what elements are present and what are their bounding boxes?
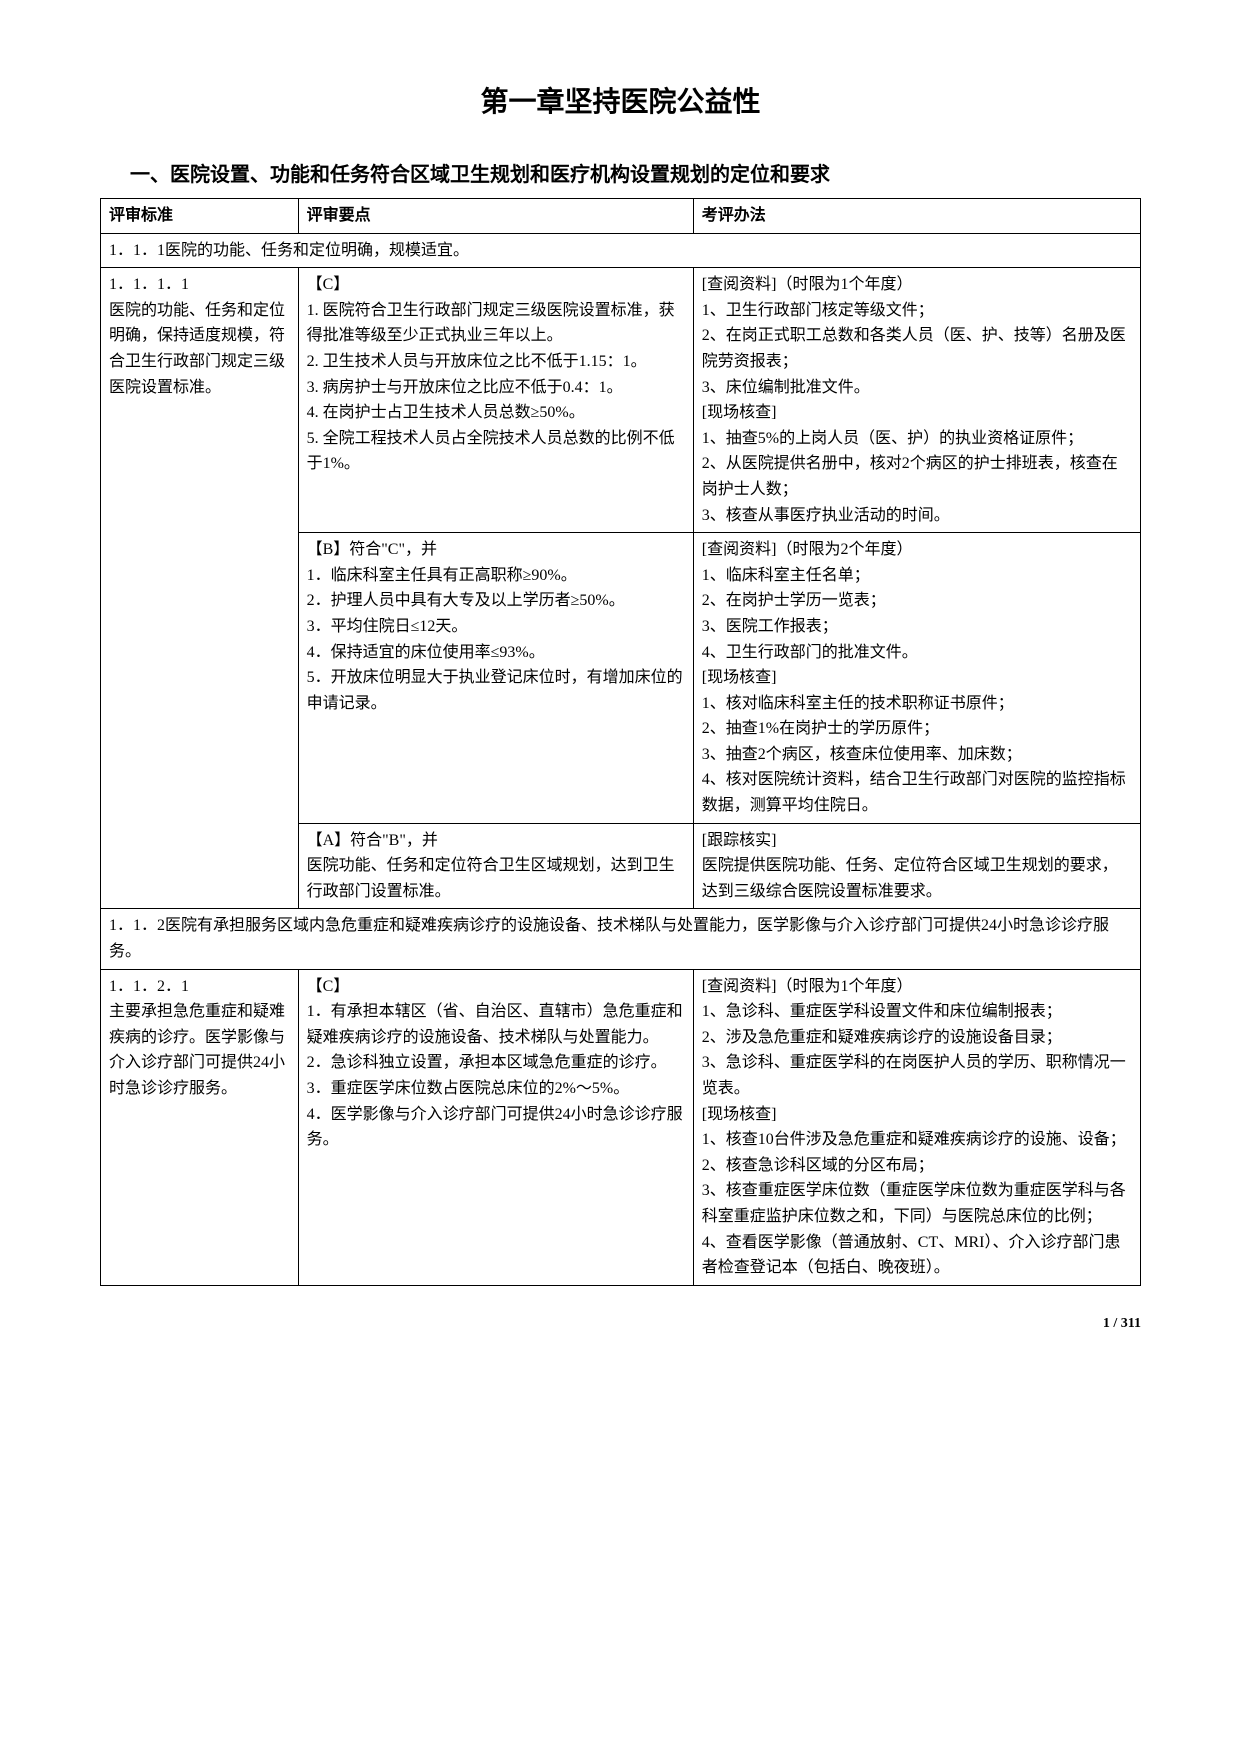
- header-method: 考评办法: [693, 199, 1140, 234]
- header-standard: 评审标准: [101, 199, 299, 234]
- eval-c-cell: [查阅资料]（时限为1个年度） 1、急诊科、重症医学科设置文件和床位编制报表； …: [693, 969, 1140, 1285]
- eval-c-cell: [查阅资料]（时限为1个年度） 1、卫生行政部门核定等级文件； 2、在岗正式职工…: [693, 268, 1140, 533]
- table-row: 1．1．1．1 医院的功能、任务和定位明确，保持适度规模，符合卫生行政部门规定三…: [101, 268, 1141, 533]
- points-a-cell: 【A】符合"B"，并 医院功能、任务和定位符合卫生区域规划，达到卫生行政部门设置…: [298, 823, 693, 909]
- section-title: 一、医院设置、功能和任务符合区域卫生规划和医疗机构设置规划的定位和要求: [130, 160, 1141, 190]
- table-header-row: 评审标准 评审要点 考评办法: [101, 199, 1141, 234]
- points-c-cell: 【C】 1. 医院符合卫生行政部门规定三级医院设置标准，获得批准等级至少正式执业…: [298, 268, 693, 533]
- subsection-1-1-2: 1．1．2医院有承担服务区域内急危重症和疑难疾病诊疗的设施设备、技术梯队与处置能…: [101, 909, 1141, 969]
- subsection-row: 1．1．1医院的功能、任务和定位明确，规模适宜。: [101, 233, 1141, 268]
- chapter-title: 第一章坚持医院公益性: [100, 80, 1141, 120]
- points-b-cell: 【B】符合"C"，并 1．临床科室主任具有正高职称≥90%。 2．护理人员中具有…: [298, 533, 693, 824]
- eval-a-cell: [跟踪核实] 医院提供医院功能、任务、定位符合区域卫生规划的要求，达到三级综合医…: [693, 823, 1140, 909]
- subsection-row: 1．1．2医院有承担服务区域内急危重症和疑难疾病诊疗的设施设备、技术梯队与处置能…: [101, 909, 1141, 969]
- header-points: 评审要点: [298, 199, 693, 234]
- page-number: 1 / 311: [100, 1316, 1141, 1332]
- evaluation-table: 评审标准 评审要点 考评办法 1．1．1医院的功能、任务和定位明确，规模适宜。 …: [100, 198, 1141, 1286]
- standard-cell: 1．1．2．1 主要承担急危重症和疑难疾病的诊疗。医学影像与介入诊疗部门可提供2…: [101, 969, 299, 1285]
- points-c-cell: 【C】 1．有承担本辖区（省、自治区、直辖市）急危重症和疑难疾病诊疗的设施设备、…: [298, 969, 693, 1285]
- table-row: 1．1．2．1 主要承担急危重症和疑难疾病的诊疗。医学影像与介入诊疗部门可提供2…: [101, 969, 1141, 1285]
- standard-cell: 1．1．1．1 医院的功能、任务和定位明确，保持适度规模，符合卫生行政部门规定三…: [101, 268, 299, 909]
- subsection-1-1-1: 1．1．1医院的功能、任务和定位明确，规模适宜。: [101, 233, 1141, 268]
- eval-b-cell: [查阅资料]（时限为2个年度） 1、临床科室主任名单； 2、在岗护士学历一览表；…: [693, 533, 1140, 824]
